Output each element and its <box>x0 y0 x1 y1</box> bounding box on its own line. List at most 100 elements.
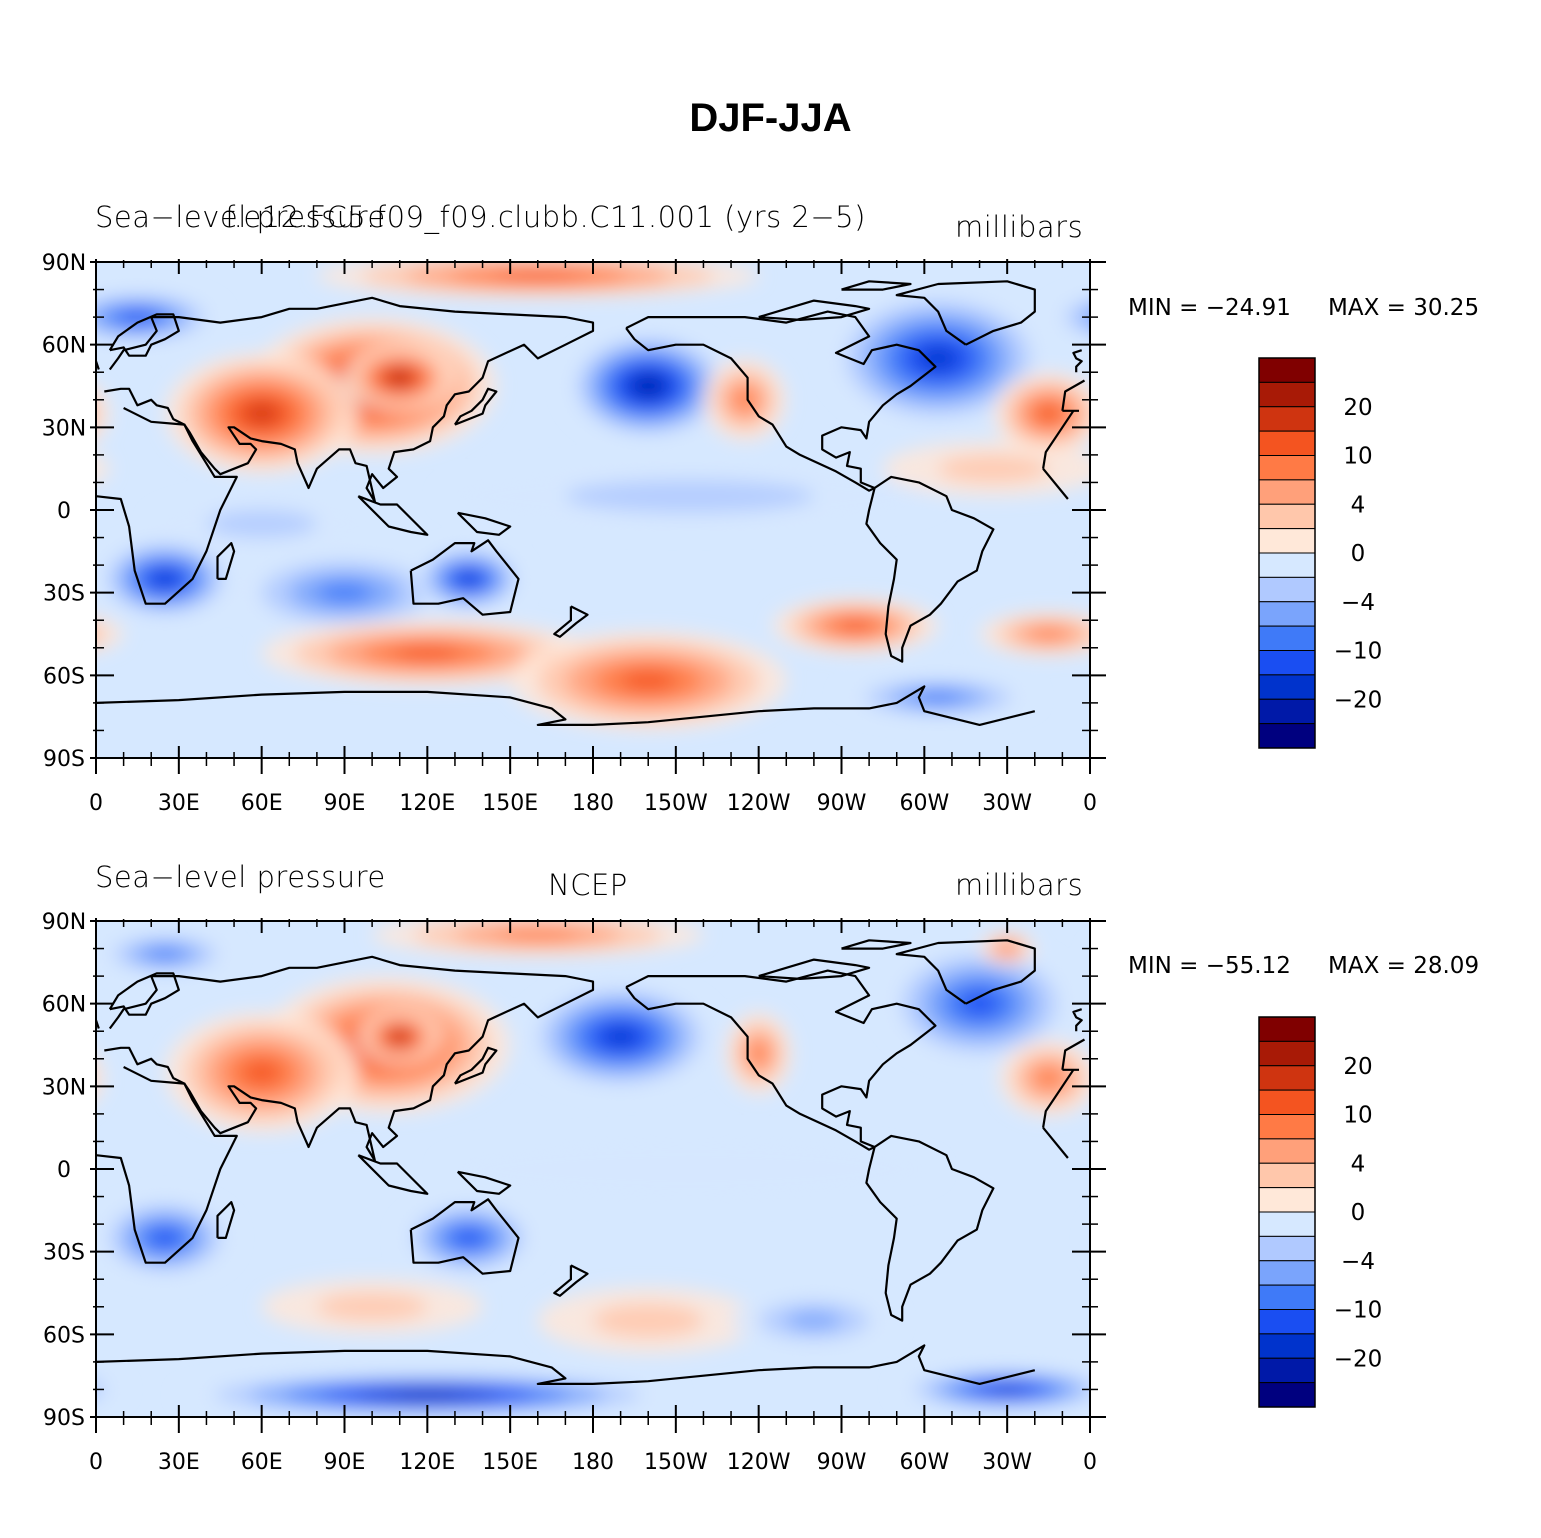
colorbar-swatch <box>1258 528 1316 554</box>
map-field <box>96 262 1090 758</box>
colorbar-swatch <box>1258 625 1316 651</box>
coastlines <box>96 280 1086 726</box>
colorbar-swatch <box>1258 1162 1316 1189</box>
lat-tick-label: 60N <box>42 993 86 1018</box>
colorbar-swatch <box>1258 601 1316 627</box>
colorbar-label: −10 <box>1334 1298 1383 1324</box>
lon-tick-label: 90W <box>817 1450 867 1475</box>
colorbar-label: −4 <box>1341 1249 1375 1275</box>
colorbar-swatch <box>1258 650 1316 676</box>
colorbar-label: 4 <box>1351 492 1366 518</box>
lat-tick-label: 30S <box>43 582 85 607</box>
lat-tick-label: 60N <box>42 334 86 359</box>
colorbar-swatch <box>1258 674 1316 700</box>
lon-tick-label: 60W <box>899 1450 949 1475</box>
lat-tick-label: 90N <box>42 910 86 935</box>
coastlines <box>96 939 1086 1385</box>
lat-tick-label: 0 <box>57 1158 71 1183</box>
lon-tick-label: 180 <box>572 1450 614 1475</box>
map-field <box>96 921 1090 1417</box>
colorbar-swatch <box>1258 357 1316 383</box>
panel-center-title: f.e12.FC5.f09_f09.clubb.C11.001 (yrs 2−5… <box>225 200 866 234</box>
lon-tick-label: 60E <box>241 791 283 816</box>
lat-tick-label: 60S <box>43 664 85 689</box>
lat-tick-label: 30N <box>42 416 86 441</box>
lon-tick-label: 30E <box>158 791 200 816</box>
colorbar-swatch <box>1258 1284 1316 1310</box>
colorbar-swatch <box>1258 406 1316 432</box>
lon-tick-label: 120E <box>399 1450 455 1475</box>
lon-tick-label: 30W <box>982 1450 1032 1475</box>
colorbar-swatch <box>1258 552 1316 578</box>
lon-tick-label: 60W <box>899 791 949 816</box>
panel-left-title: Sea−level pressure <box>95 860 386 894</box>
colorbar-label: 20 <box>1343 1054 1372 1080</box>
colorbar-label: 10 <box>1343 1103 1372 1129</box>
lon-tick-label: 30W <box>982 791 1032 816</box>
lat-tick-label: 90S <box>43 1406 85 1431</box>
lat-tick-label: 60S <box>43 1323 85 1348</box>
colorbar-swatch <box>1258 1138 1316 1164</box>
figure-title: DJF-JJA <box>689 96 852 140</box>
lon-tick-label: 150W <box>644 1450 708 1475</box>
colorbar-swatch <box>1258 503 1316 530</box>
lon-tick-label: 150E <box>482 791 538 816</box>
panel-right-title: millibars <box>955 868 1084 902</box>
colorbar-swatch <box>1258 723 1316 749</box>
lon-tick-label: 90E <box>324 1450 366 1475</box>
colorbar-swatch <box>1258 1089 1316 1115</box>
colorbar-swatch <box>1258 576 1316 603</box>
colorbar-swatch <box>1258 1309 1316 1335</box>
colorbar-label: 4 <box>1351 1151 1366 1177</box>
lon-tick-label: 0 <box>1083 1450 1097 1475</box>
lon-tick-label: 90E <box>324 791 366 816</box>
lon-tick-label: 120W <box>727 1450 791 1475</box>
lon-tick-label: 90W <box>817 791 867 816</box>
colorbar-label: −20 <box>1334 687 1383 713</box>
colorbar-swatch <box>1258 381 1316 408</box>
colorbar-swatch <box>1258 698 1316 725</box>
colorbar-swatch <box>1258 1333 1316 1359</box>
min-label: MIN = −24.91 <box>1128 295 1291 321</box>
lat-tick-label: 30S <box>43 1241 85 1266</box>
colorbar-swatch <box>1258 1065 1316 1091</box>
colorbar-label: −4 <box>1341 590 1375 616</box>
colorbar-label: 0 <box>1351 541 1366 567</box>
lon-tick-label: 60E <box>241 1450 283 1475</box>
lon-tick-label: 0 <box>89 791 103 816</box>
colorbar-swatch <box>1258 1382 1316 1408</box>
colorbar-label: 10 <box>1343 444 1372 470</box>
colorbar-swatch <box>1258 1114 1316 1140</box>
lat-tick-label: 0 <box>57 499 71 524</box>
colorbar-label: 20 <box>1343 395 1372 421</box>
colorbar-label: −20 <box>1334 1346 1383 1372</box>
colorbar-swatch <box>1258 1357 1316 1384</box>
lon-tick-label: 150E <box>482 1450 538 1475</box>
colorbar-swatch <box>1258 1260 1316 1286</box>
colorbar-swatch <box>1258 479 1316 505</box>
colorbar-label: −10 <box>1334 639 1383 665</box>
lon-tick-label: 0 <box>89 1450 103 1475</box>
lon-tick-label: 120E <box>399 791 455 816</box>
colorbar: 20 10 4 0 −4 −10 −20 <box>1258 1016 1383 1408</box>
colorbar-swatch <box>1258 1235 1316 1262</box>
lat-tick-label: 90N <box>42 251 86 276</box>
lon-tick-label: 150W <box>644 791 708 816</box>
panel-left-title: Sea−level pressure <box>95 200 386 234</box>
max-label: MAX = 28.09 <box>1328 953 1480 979</box>
colorbar-swatch <box>1258 1187 1316 1213</box>
lon-tick-label: 120W <box>727 791 791 816</box>
lon-tick-label: 30E <box>158 1450 200 1475</box>
panel-center-title: NCEP <box>548 868 628 902</box>
lon-tick-label: 0 <box>1083 791 1097 816</box>
colorbar-swatch <box>1258 430 1316 456</box>
colorbar-swatch <box>1258 1016 1316 1042</box>
lat-tick-label: 90S <box>43 747 85 772</box>
max-label: MAX = 30.25 <box>1328 295 1480 321</box>
lon-tick-label: 180 <box>572 791 614 816</box>
panel-right-title: millibars <box>955 210 1084 244</box>
colorbar-swatch <box>1258 1040 1316 1067</box>
min-label: MIN = −55.12 <box>1128 953 1291 979</box>
